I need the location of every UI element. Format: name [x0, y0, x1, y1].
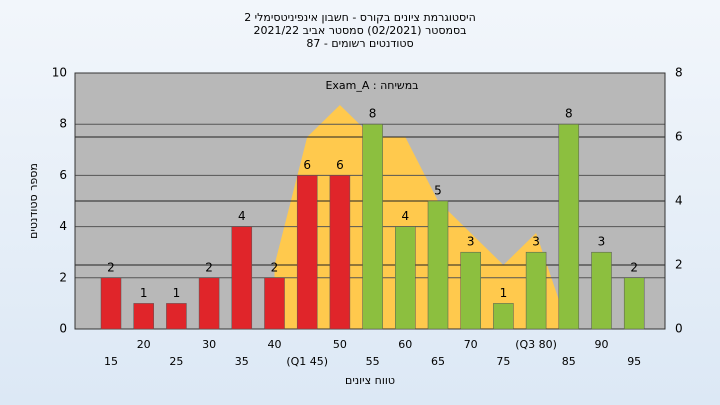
data-label: 3	[532, 235, 540, 249]
x-tick-label: 60	[398, 338, 412, 351]
x-tick-label: 15	[104, 355, 118, 368]
data-label: 8	[565, 107, 573, 121]
bar	[329, 175, 351, 330]
y-tick-label: 10	[52, 66, 67, 80]
data-label: 4	[238, 209, 246, 223]
x-tick-label: 95	[627, 355, 641, 368]
bar	[493, 303, 514, 330]
bar	[296, 175, 318, 330]
x-tick-label: 85	[562, 355, 576, 368]
data-label: 2	[107, 260, 115, 274]
y2-tick-label: 6	[675, 130, 683, 144]
x-tick-label: 90	[595, 338, 609, 351]
bar	[591, 251, 612, 330]
chart-subtitle: בסמסטר (02/2021) סמסטר אביב 2021/22	[253, 24, 466, 37]
y-tick-label: 8	[59, 117, 67, 131]
y2-tick-label: 2	[675, 258, 683, 272]
x-tick-label: 30	[202, 338, 216, 351]
x-tick-label: 40	[268, 338, 282, 351]
bar	[166, 303, 187, 330]
y-axis-label: מספר סטודנטים	[27, 163, 40, 239]
bar	[427, 200, 449, 330]
x-tick-label: 65	[431, 355, 445, 368]
data-label: 2	[271, 260, 279, 274]
x-tick-label: 35	[235, 355, 249, 368]
bar	[460, 251, 481, 330]
bar	[623, 277, 645, 330]
x-tick-label: 20	[137, 338, 151, 351]
data-label: 4	[401, 209, 409, 223]
x-tick-label: (Q3 80)	[515, 338, 557, 351]
data-label: 8	[369, 107, 377, 121]
y2-tick-label: 8	[675, 66, 683, 80]
y-tick-label: 4	[59, 219, 67, 233]
bar	[133, 303, 154, 330]
bar	[264, 277, 285, 330]
y2-tick-label: 4	[675, 194, 683, 208]
x-tick-label: 50	[333, 338, 347, 351]
bar	[198, 277, 220, 330]
data-label: 6	[336, 158, 344, 172]
x-tick-label: (Q1 45)	[286, 355, 328, 368]
data-label: 1	[500, 286, 508, 300]
bar	[525, 251, 547, 330]
chart-title: היסטוגרמת ציונים בקורס - חשבון אינפיניטס…	[244, 11, 476, 24]
y-tick-label: 0	[59, 322, 67, 336]
y-tick-label: 2	[59, 270, 67, 284]
data-label: 1	[140, 286, 148, 300]
y2-tick-label: 0	[675, 322, 683, 336]
x-tick-label: 70	[464, 338, 478, 351]
x-tick-label: 25	[169, 355, 183, 368]
data-label: 3	[467, 235, 475, 249]
bar	[362, 123, 383, 330]
chart-subtitle: סטודנטים רשומים - 87	[306, 37, 413, 50]
bar	[100, 277, 122, 330]
x-axis-label: טווח ציונים	[345, 374, 395, 387]
bar	[231, 226, 253, 330]
bar	[395, 226, 416, 330]
bar	[558, 123, 580, 330]
data-label: 3	[598, 235, 606, 249]
x-tick-label: 55	[366, 355, 380, 368]
x-tick-label: 75	[496, 355, 510, 368]
data-label: 5	[434, 184, 442, 198]
data-label: 6	[303, 158, 311, 172]
annotation: Exam_A : במשיחה	[325, 79, 418, 92]
data-label: 1	[173, 286, 181, 300]
data-label: 2	[630, 260, 638, 274]
y-tick-label: 6	[59, 168, 67, 182]
data-label: 2	[205, 260, 213, 274]
